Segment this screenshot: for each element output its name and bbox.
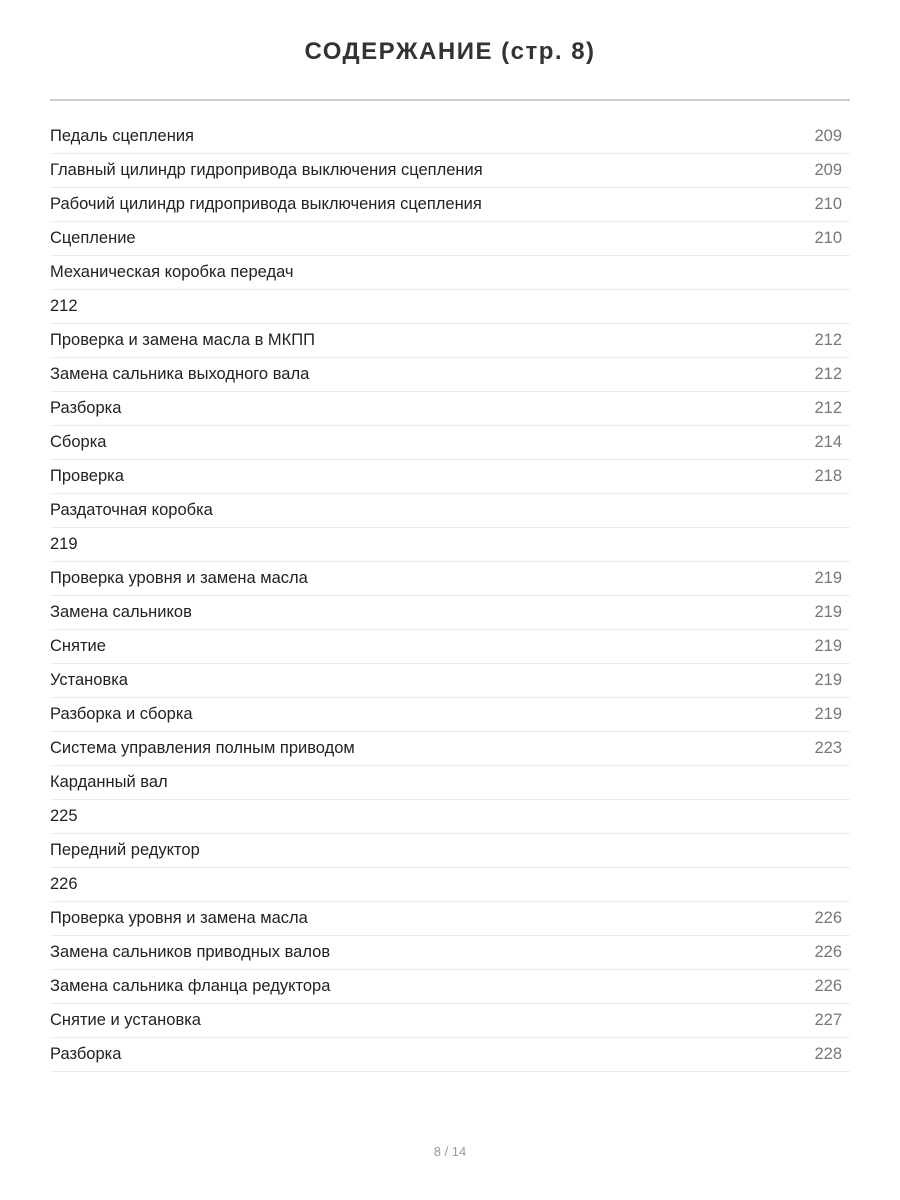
- toc-entry-page: 227: [814, 1011, 842, 1029]
- toc-entry[interactable]: Снятие и установка 227: [50, 1004, 850, 1038]
- toc-entry-label: Проверка и замена масла в МКПП: [50, 331, 316, 349]
- toc-entry-label: Карданный вал: [50, 773, 168, 791]
- toc-entry[interactable]: Замена сальника выходного вала 212: [50, 358, 850, 392]
- toc-list: Педаль сцепления 209 Главный цилиндр гидро…: [50, 120, 850, 1072]
- toc-entry-label: 226: [50, 875, 78, 893]
- toc-entry[interactable]: 225: [50, 800, 850, 834]
- toc-entry-page: 212: [814, 331, 842, 349]
- toc-entry-label: Снятие: [50, 637, 106, 655]
- toc-entry-page: 219: [814, 603, 842, 621]
- toc-entry[interactable]: Проверка 218: [50, 460, 850, 494]
- toc-entry-page: 214: [814, 433, 842, 451]
- toc-entry[interactable]: Главный цилиндр гидропривода выключения …: [50, 154, 850, 188]
- toc-entry[interactable]: Сцепление 210: [50, 222, 850, 256]
- toc-entry[interactable]: Карданный вал: [50, 766, 850, 800]
- toc-entry[interactable]: Система управления полным приводом 223: [50, 732, 850, 766]
- toc-entry-page: 210: [814, 195, 842, 213]
- toc-entry[interactable]: Рабочий цилиндр гидропривода выключения …: [50, 188, 850, 222]
- toc-entry-page: 212: [814, 365, 842, 383]
- toc-entry[interactable]: Разборка 228: [50, 1038, 850, 1072]
- toc-entry-label: 212: [50, 297, 78, 315]
- toc-entry[interactable]: Раздаточная коробка: [50, 494, 850, 528]
- toc-entry-label: Замена сальников приводных валов: [50, 943, 331, 961]
- toc-entry-label: Разборка: [50, 1045, 122, 1063]
- toc-entry[interactable]: Сборка 214: [50, 426, 850, 460]
- toc-entry-label: Проверка уровня и замена масла: [50, 569, 308, 587]
- toc-entry-label: Замена сальников: [50, 603, 192, 621]
- toc-entry-page: 219: [814, 671, 842, 689]
- toc-entry-label: Система управления полным приводом: [50, 739, 355, 757]
- toc-entry-page: 209: [814, 127, 842, 145]
- toc-entry-page: 210: [814, 229, 842, 247]
- toc-entry-page: 212: [814, 399, 842, 417]
- toc-entry[interactable]: Проверка и замена масла в МКПП 212: [50, 324, 850, 358]
- toc-entry-page: 218: [814, 467, 842, 485]
- toc-entry[interactable]: Проверка уровня и замена масла 226: [50, 902, 850, 936]
- toc-entry-label: Снятие и установка: [50, 1011, 201, 1029]
- toc-entry-page: 209: [814, 161, 842, 179]
- toc-entry-label: Замена сальника выходного вала: [50, 365, 310, 383]
- toc-entry-label: 219: [50, 535, 78, 553]
- toc-entry-page: 228: [814, 1045, 842, 1063]
- toc-entry[interactable]: 226: [50, 868, 850, 902]
- toc-entry-label: Установка: [50, 671, 128, 689]
- toc-entry-label: Разборка: [50, 399, 122, 417]
- toc-entry[interactable]: 219: [50, 528, 850, 562]
- toc-entry-label: Передний редуктор: [50, 841, 200, 859]
- toc-entry[interactable]: Механическая коробка передач: [50, 256, 850, 290]
- toc-entry-label: Механическая коробка передач: [50, 263, 294, 281]
- toc-entry[interactable]: Снятие 219: [50, 630, 850, 664]
- toc-entry[interactable]: Разборка и сборка 219: [50, 698, 850, 732]
- toc-entry[interactable]: Разборка 212: [50, 392, 850, 426]
- toc-entry-label: Рабочий цилиндр гидропривода выключения …: [50, 195, 482, 213]
- toc-entry[interactable]: Передний редуктор: [50, 834, 850, 868]
- toc-entry[interactable]: Проверка уровня и замена масла 219: [50, 562, 850, 596]
- toc-entry[interactable]: Замена сальников приводных валов 226: [50, 936, 850, 970]
- toc-entry-label: Раздаточная коробка: [50, 501, 213, 519]
- page-title: СОДЕРЖАНИЕ (стр. 8): [304, 38, 596, 65]
- toc-entry[interactable]: Замена сальников 219: [50, 596, 850, 630]
- toc-entry-page: 226: [814, 909, 842, 927]
- toc-entry-page: 219: [814, 637, 842, 655]
- toc-entry-page: 223: [814, 739, 842, 757]
- toc-entry-page: 219: [814, 569, 842, 587]
- toc-entry-page: 226: [814, 943, 842, 961]
- toc-entry-label: Педаль сцепления: [50, 127, 194, 145]
- toc-entry[interactable]: Замена сальника фланца редуктора 226: [50, 970, 850, 1004]
- toc-entry[interactable]: Установка 219: [50, 664, 850, 698]
- toc-entry-page: 226: [814, 977, 842, 995]
- page-indicator: 8 / 14: [433, 1144, 467, 1159]
- toc-entry[interactable]: 212: [50, 290, 850, 324]
- divider: [50, 99, 850, 101]
- toc-entry-label: Проверка: [50, 467, 124, 485]
- toc-entry-label: Сцепление: [50, 229, 136, 247]
- toc-entry[interactable]: Педаль сцепления 209: [50, 120, 850, 154]
- toc-entry-label: 225: [50, 807, 78, 825]
- toc-entry-label: Разборка и сборка: [50, 705, 193, 723]
- toc-entry-label: Замена сальника фланца редуктора: [50, 977, 331, 995]
- toc-entry-page: 219: [814, 705, 842, 723]
- toc-entry-label: Проверка уровня и замена масла: [50, 909, 308, 927]
- toc-entry-label: Сборка: [50, 433, 107, 451]
- toc-entry-label: Главный цилиндр гидропривода выключения …: [50, 161, 483, 179]
